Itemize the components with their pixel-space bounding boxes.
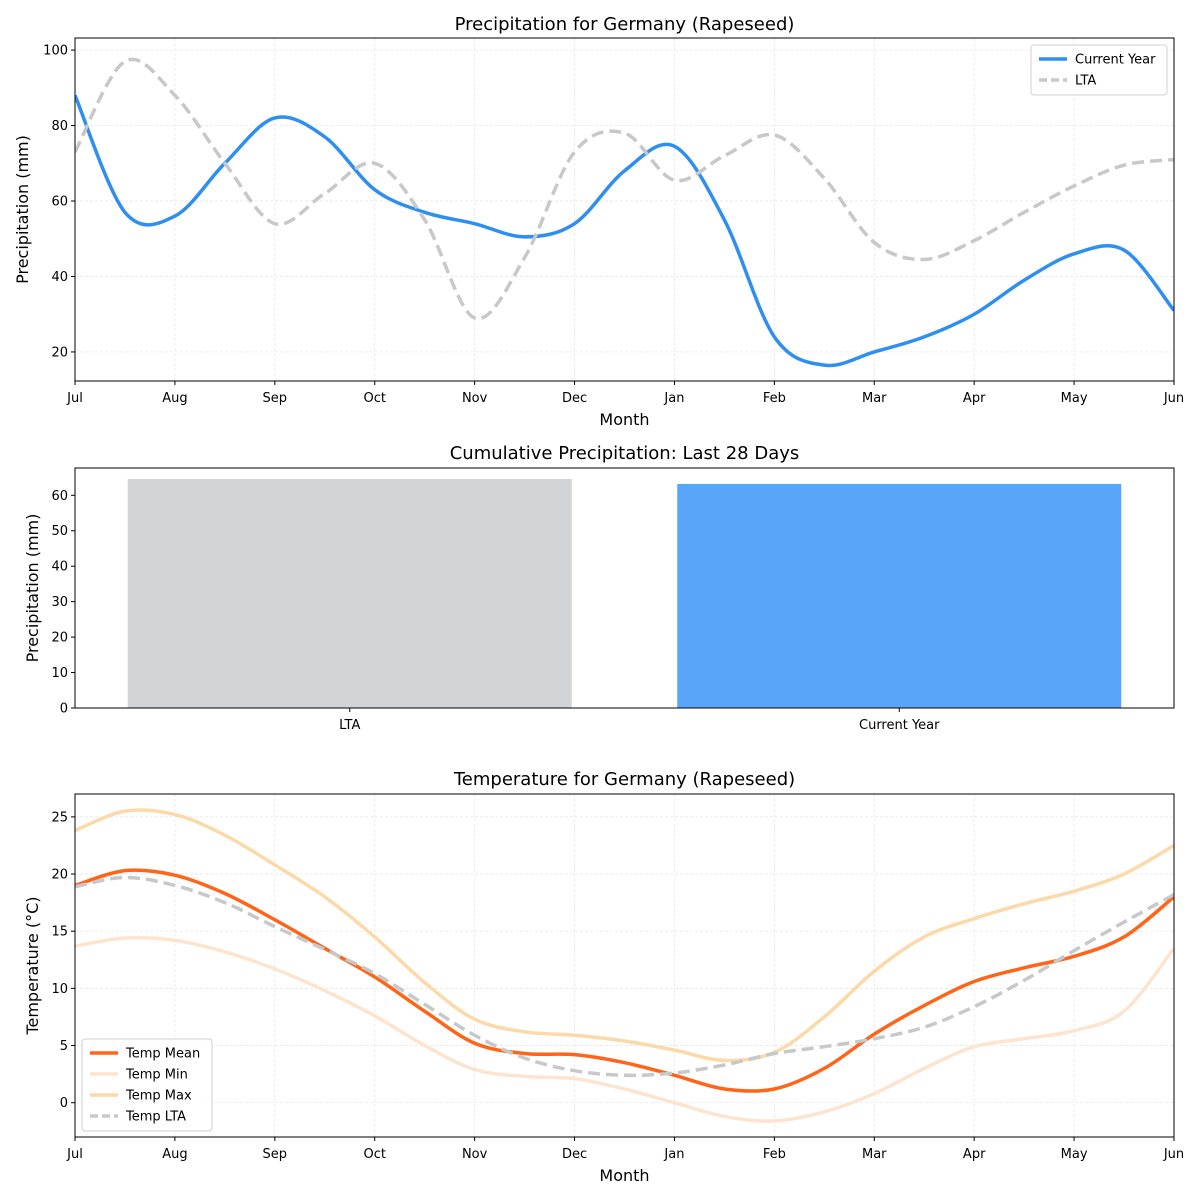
series-line-temp-mean	[75, 868, 1174, 1093]
y-tick-label: 40	[51, 270, 68, 285]
legend-label: Temp Max	[125, 1089, 192, 1104]
x-axis-label: Month	[599, 410, 649, 429]
chart-2: Temperature for Germany (Rapeseed) Temper…	[23, 769, 1184, 1185]
x-tick-label: May	[1061, 391, 1088, 406]
x-tick-label: Feb	[763, 391, 786, 406]
y-axis-label: Temperature (°C)	[23, 896, 42, 1035]
chart-1: Cumulative Precipitation: Last 28 Days Pr…	[23, 443, 1175, 733]
y-tick-label: 40	[51, 560, 68, 575]
axes-frame	[74, 37, 1175, 382]
y-tick-label: 50	[51, 524, 68, 539]
series-line-temp-min	[75, 935, 1174, 1123]
x-tick-label: Apr	[963, 391, 986, 406]
y-tick-label: 20	[51, 345, 68, 360]
x-tick-label: Oct	[363, 1147, 385, 1162]
x-tick-label: Sep	[263, 391, 288, 406]
x-tick-label: LTA	[339, 718, 360, 733]
y-axis-label: Precipitation (mm)	[13, 135, 32, 284]
chart-title: Precipitation for Germany (Rapeseed)	[455, 14, 795, 35]
legend: Temp Mean Temp Min Temp Max Temp LTA	[81, 1038, 213, 1132]
x-tick-label: Nov	[462, 1147, 488, 1162]
y-tick-label: 25	[51, 810, 68, 825]
x-tick-label: May	[1061, 1147, 1088, 1162]
y-tick-label: 0	[60, 702, 68, 717]
legend-label: Temp LTA	[125, 1110, 186, 1125]
y-axis-label: Precipitation (mm)	[23, 514, 42, 663]
bar-lta	[127, 478, 572, 708]
chart-title: Cumulative Precipitation: Last 28 Days	[450, 443, 800, 464]
chart-0: Precipitation for Germany (Rapeseed) Prec…	[13, 14, 1184, 429]
y-tick-label: 60	[51, 489, 68, 504]
x-tick-label: Dec	[562, 391, 587, 406]
x-tick-label: Nov	[462, 391, 488, 406]
x-tick-label: Jan	[663, 1147, 684, 1162]
x-tick-label: Jul	[66, 1147, 83, 1162]
legend: Current Year LTA	[1030, 44, 1168, 96]
x-tick-label: Mar	[862, 391, 887, 406]
chart-title: Temperature for Germany (Rapeseed)	[453, 769, 795, 790]
y-tick-label: 20	[51, 868, 68, 883]
x-tick-label: Apr	[963, 1147, 986, 1162]
series-line-temp-lta	[75, 875, 1174, 1078]
y-tick-label: 15	[51, 925, 68, 940]
x-tick-label: Jun	[1163, 1147, 1184, 1162]
x-tick-label: Current Year	[859, 718, 940, 733]
series-line-lta	[75, 57, 1174, 321]
x-tick-label: Jul	[66, 391, 83, 406]
legend-label: Current Year	[1075, 53, 1156, 68]
axes-frame	[74, 467, 1175, 709]
legend-label: LTA	[1075, 74, 1096, 89]
y-tick-label: 80	[51, 119, 68, 134]
y-tick-label: 5	[60, 1039, 68, 1054]
x-tick-label: Feb	[763, 1147, 786, 1162]
y-tick-label: 10	[51, 982, 68, 997]
x-axis-label: Month	[599, 1166, 649, 1185]
axes-frame	[74, 793, 1175, 1138]
y-tick-label: 60	[51, 195, 68, 210]
x-tick-label: Jan	[663, 391, 684, 406]
series-line-temp-max	[75, 808, 1174, 1063]
legend-label: Temp Mean	[125, 1047, 200, 1062]
legend-box	[81, 1038, 213, 1132]
series-line-current-year	[75, 94, 1174, 368]
x-tick-label: Aug	[162, 391, 187, 406]
y-tick-label: 0	[60, 1096, 68, 1111]
y-tick-label: 20	[51, 631, 68, 646]
x-tick-label: Dec	[562, 1147, 587, 1162]
y-tick-label: 30	[51, 595, 68, 610]
x-tick-label: Mar	[862, 1147, 887, 1162]
y-tick-label: 10	[51, 666, 68, 681]
x-tick-label: Sep	[263, 1147, 288, 1162]
x-tick-label: Oct	[363, 391, 385, 406]
y-tick-label: 100	[43, 44, 68, 59]
x-tick-label: Aug	[162, 1147, 187, 1162]
legend-label: Temp Min	[125, 1068, 188, 1083]
bar-current-year	[677, 483, 1122, 708]
x-tick-label: Jun	[1163, 391, 1184, 406]
